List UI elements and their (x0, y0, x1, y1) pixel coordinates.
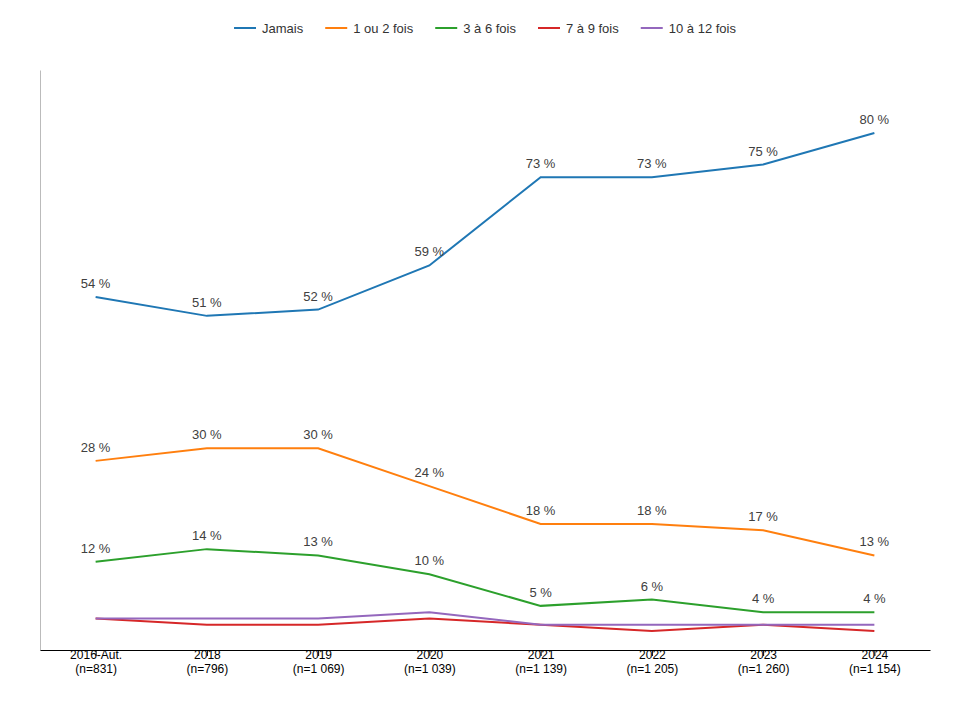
x-axis: 2016-Aut.(n=831) 2018(n=796) 2019(n=1 069)… (41, 648, 931, 676)
x-tick: 2019(n=1 069) (293, 648, 345, 676)
legend-label: 1 ou 2 fois (353, 21, 413, 36)
x-tick-label-line: 2024 (862, 648, 889, 662)
data-label: 59 % (415, 244, 445, 259)
x-tick-label: 2018(n=796) (187, 648, 229, 676)
legend-label: 7 à 9 fois (566, 21, 619, 36)
data-label: 18 % (526, 503, 556, 518)
series-line (96, 133, 875, 316)
legend: Jamais 1 ou 2 fois 3 à 6 fois 7 à 9 fois 10 … (234, 21, 736, 36)
legend-swatch (234, 27, 256, 29)
legend-label: Jamais (262, 21, 304, 36)
data-label: 10 % (415, 553, 445, 568)
data-label: 14 % (192, 528, 222, 543)
data-label: 30 % (303, 427, 333, 442)
plot: 2016-Aut.(n=831) 2018(n=796) 2019(n=1 069)… (41, 71, 931, 677)
legend-item: Jamais (234, 21, 304, 36)
data-label: 5 % (529, 585, 552, 600)
x-tick-label: 2020(n=1 039) (404, 648, 456, 676)
legend-swatch (538, 27, 560, 29)
legend-label: 10 à 12 fois (669, 21, 737, 36)
data-label: 13 % (303, 534, 333, 549)
x-tick: 2022(n=1 205) (627, 648, 679, 676)
x-tick: 2020(n=1 039) (404, 648, 456, 676)
lines (96, 133, 875, 631)
x-tick-label-line: 2020 (417, 648, 444, 662)
data-label: 4 % (752, 591, 775, 606)
data-label: 51 % (192, 295, 222, 310)
data-label: 12 % (81, 541, 111, 556)
x-tick-label-line: (n=1 069) (293, 662, 345, 676)
data-label: 28 % (81, 440, 111, 455)
x-tick-label-line: (n=1 039) (404, 662, 456, 676)
x-tick-label: 2024(n=1 154) (849, 648, 901, 676)
data-label: 80 % (860, 112, 890, 127)
x-tick: 2021(n=1 139) (515, 648, 567, 676)
legend-item: 3 à 6 fois (435, 21, 516, 36)
legend-item: 10 à 12 fois (641, 21, 737, 36)
data-label: 13 % (860, 534, 890, 549)
x-tick-label-line: (n=831) (75, 662, 117, 676)
x-tick: 2023(n=1 260) (738, 648, 790, 676)
x-tick: 2016-Aut.(n=831) (70, 648, 122, 676)
legend-item: 7 à 9 fois (538, 21, 619, 36)
data-label: 6 % (641, 579, 664, 594)
y-axis-line (40, 71, 41, 651)
series-line (96, 448, 875, 555)
x-tick-label-line: (n=796) (187, 662, 229, 676)
x-tick-label: 2016-Aut.(n=831) (70, 648, 122, 676)
x-tick: 2018(n=796) (187, 648, 229, 676)
x-tick-label: 2019(n=1 069) (293, 648, 345, 676)
x-axis-line (41, 650, 931, 651)
legend-swatch (641, 27, 663, 29)
x-tick-label-line: (n=1 260) (738, 662, 790, 676)
data-label: 73 % (637, 156, 667, 171)
data-label: 54 % (81, 276, 111, 291)
x-tick-label-line: 2022 (639, 648, 666, 662)
data-labels: 54 % 51 % 52 % 59 % 73 % 73 % 75 % 80 % 28 % 30 %… (81, 112, 890, 606)
x-tick-label-line: (n=1 205) (627, 662, 679, 676)
x-tick-label-line: 2018 (194, 648, 221, 662)
legend-swatch (325, 27, 347, 29)
data-label: 18 % (637, 503, 667, 518)
x-tick-label-line: (n=1 139) (515, 662, 567, 676)
x-tick-label: 2023(n=1 260) (738, 648, 790, 676)
data-label: 4 % (863, 591, 886, 606)
series-line (96, 612, 875, 625)
x-tick-label: 2022(n=1 205) (627, 648, 679, 676)
chart: 2016-Aut.(n=831) 2018(n=796) 2019(n=1 069)… (0, 0, 960, 720)
x-tick-label-line: 2023 (750, 648, 777, 662)
x-tick-label: 2021(n=1 139) (515, 648, 567, 676)
data-label: 52 % (303, 289, 333, 304)
data-label: 73 % (526, 156, 556, 171)
data-label: 75 % (748, 144, 778, 159)
data-label: 30 % (192, 427, 222, 442)
y-axis (40, 71, 41, 651)
x-tick: 2024(n=1 154) (849, 648, 901, 676)
data-label: 24 % (415, 465, 445, 480)
x-tick-label-line: 2021 (528, 648, 555, 662)
series-line (96, 549, 875, 612)
legend-swatch (435, 27, 457, 29)
x-tick-label-line: 2019 (305, 648, 332, 662)
data-label: 17 % (748, 509, 778, 524)
legend-label: 3 à 6 fois (463, 21, 516, 36)
x-tick-label-line: 2016-Aut. (70, 648, 122, 662)
x-tick-label-line: (n=1 154) (849, 662, 901, 676)
legend-item: 1 ou 2 fois (325, 21, 413, 36)
